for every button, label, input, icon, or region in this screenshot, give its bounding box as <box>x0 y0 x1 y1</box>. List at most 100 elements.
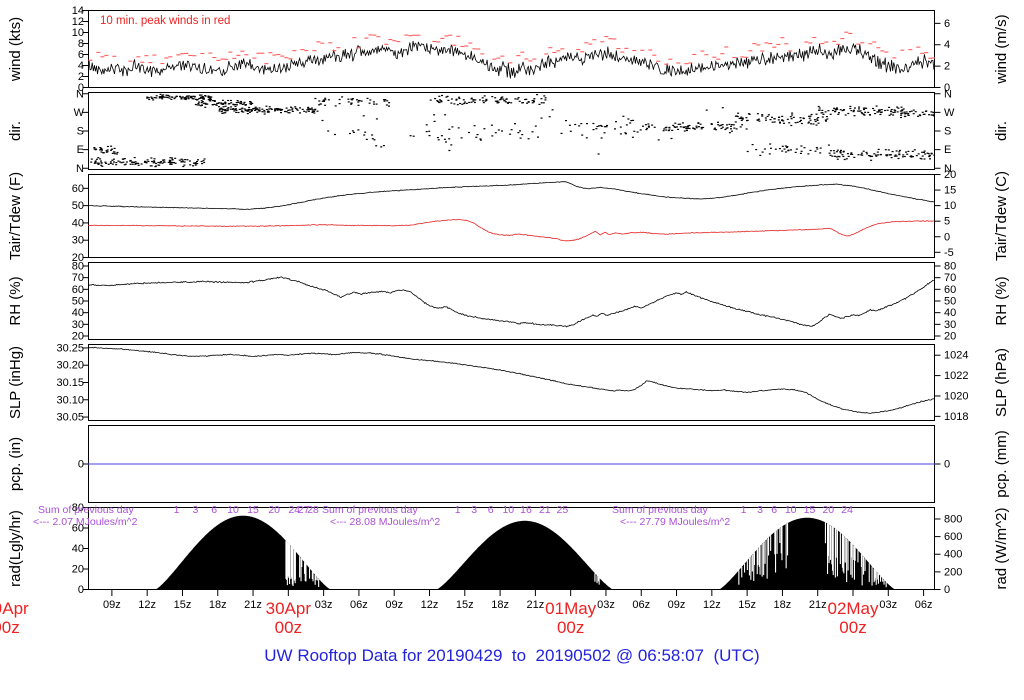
direction-point <box>181 96 184 98</box>
direction-point <box>371 138 374 140</box>
direction-point <box>175 95 178 97</box>
direction-point <box>153 158 156 160</box>
direction-point <box>839 109 842 111</box>
direction-point <box>818 109 821 111</box>
direction-point <box>923 158 926 160</box>
direction-point <box>862 150 865 152</box>
direction-point <box>313 110 316 112</box>
direction-point <box>111 159 114 161</box>
direction-point <box>236 104 238 106</box>
direction-point <box>828 152 831 154</box>
direction-point <box>458 97 461 100</box>
direction-point <box>106 151 109 153</box>
direction-point <box>836 149 839 151</box>
direction-point <box>388 105 390 107</box>
direction-point <box>425 124 428 126</box>
direction-point <box>198 101 200 103</box>
direction-point <box>597 153 600 155</box>
direction-point <box>519 130 521 132</box>
date-label-z: 00z <box>275 618 302 637</box>
direction-point <box>884 109 886 112</box>
direction-point <box>596 125 599 128</box>
direction-point <box>875 155 878 157</box>
direction-point <box>540 117 543 119</box>
direction-point <box>155 95 158 97</box>
direction-point <box>890 110 892 112</box>
direction-point <box>933 154 935 156</box>
direction-point <box>808 117 811 119</box>
direction-point <box>862 107 865 109</box>
direction-point <box>479 139 482 141</box>
direction-point <box>153 160 156 162</box>
axis-title-slp-right: SLP (hPa) <box>993 348 1010 417</box>
direction-point <box>375 118 378 120</box>
direction-point <box>279 109 282 111</box>
direction-point <box>887 149 890 151</box>
direction-point <box>245 104 247 106</box>
direction-point <box>907 150 910 152</box>
direction-point <box>865 107 868 109</box>
y-tick-label: 60 <box>72 284 84 296</box>
cloud-streak <box>738 570 740 585</box>
cloud-streak <box>841 534 843 568</box>
direction-point <box>134 163 137 165</box>
direction-point <box>812 123 815 125</box>
direction-point <box>94 160 97 162</box>
direction-point <box>278 108 281 111</box>
direction-point <box>915 155 918 157</box>
direction-point <box>726 124 728 126</box>
direction-point <box>104 161 107 163</box>
direction-point <box>213 100 216 102</box>
direction-point <box>491 96 494 98</box>
direction-point <box>794 151 797 153</box>
direction-point <box>256 109 259 111</box>
direction-point <box>926 152 929 154</box>
direction-point <box>194 163 197 165</box>
direction-point <box>485 98 488 100</box>
direction-point <box>181 159 184 161</box>
direction-point <box>254 109 257 111</box>
direction-point <box>929 158 931 160</box>
direction-point <box>869 155 872 157</box>
direction-point <box>932 114 935 116</box>
direction-point <box>755 149 758 151</box>
direction-point <box>441 94 443 97</box>
direction-point <box>933 115 935 117</box>
direction-point <box>880 111 883 113</box>
direction-point <box>800 119 802 121</box>
direction-point <box>194 164 197 166</box>
direction-point <box>235 111 238 113</box>
direction-point <box>171 96 174 98</box>
direction-point <box>375 103 378 105</box>
direction-point <box>168 95 171 97</box>
cloud-streak <box>756 549 758 575</box>
direction-point <box>912 113 915 115</box>
direction-point <box>183 164 186 166</box>
direction-point <box>309 108 312 110</box>
x-tick-label: 15z <box>738 599 756 611</box>
direction-point <box>187 95 190 97</box>
direction-point <box>516 98 519 100</box>
direction-point <box>160 161 163 163</box>
direction-point <box>778 121 781 123</box>
direction-point <box>810 113 813 116</box>
direction-point <box>912 109 915 111</box>
direction-point <box>311 111 314 113</box>
direction-point <box>465 102 468 104</box>
direction-point <box>818 107 821 109</box>
cloud-streak <box>309 568 311 579</box>
cloud-streak <box>827 524 829 556</box>
rad-cumulative-number: 6 <box>211 504 217 516</box>
direction-point <box>720 127 723 130</box>
direction-point <box>888 106 891 108</box>
direction-point <box>93 148 96 150</box>
direction-point <box>224 112 227 114</box>
direction-point <box>275 108 278 110</box>
y-tick-label: -5 <box>944 247 954 259</box>
direction-point <box>238 108 241 110</box>
direction-point <box>197 102 200 105</box>
rad-cumulative-number: 10 <box>227 504 239 516</box>
direction-point <box>109 161 112 163</box>
direction-point <box>428 130 431 132</box>
direction-point <box>221 103 224 105</box>
